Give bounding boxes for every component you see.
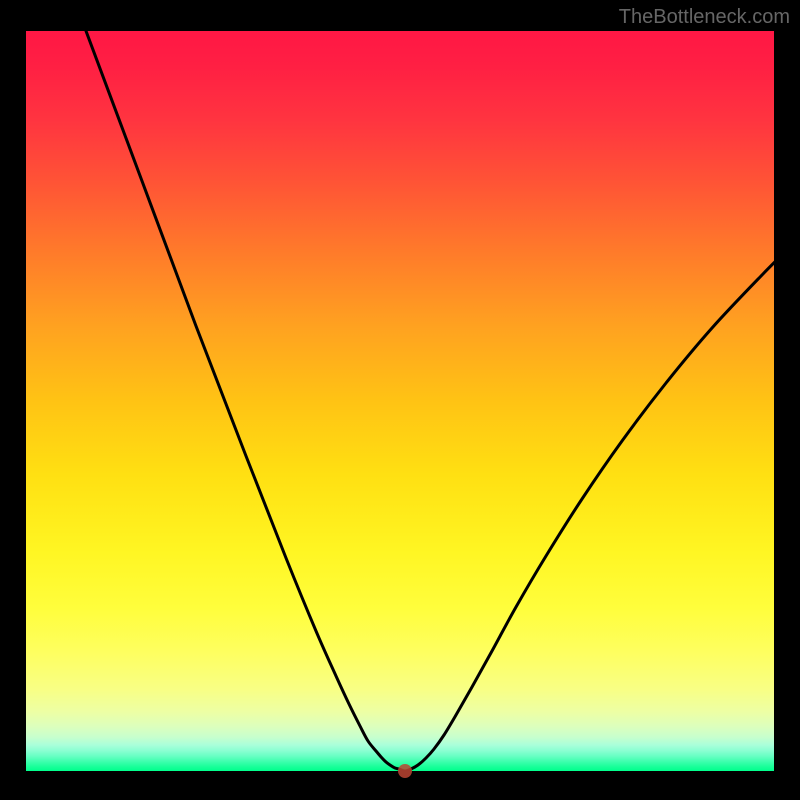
curve-path bbox=[86, 31, 774, 771]
plot-area bbox=[26, 31, 774, 771]
chart-container: TheBottleneck.com bbox=[0, 0, 800, 800]
optimal-marker bbox=[398, 764, 412, 778]
watermark-label: TheBottleneck.com bbox=[619, 6, 790, 29]
bottleneck-curve bbox=[26, 31, 774, 771]
